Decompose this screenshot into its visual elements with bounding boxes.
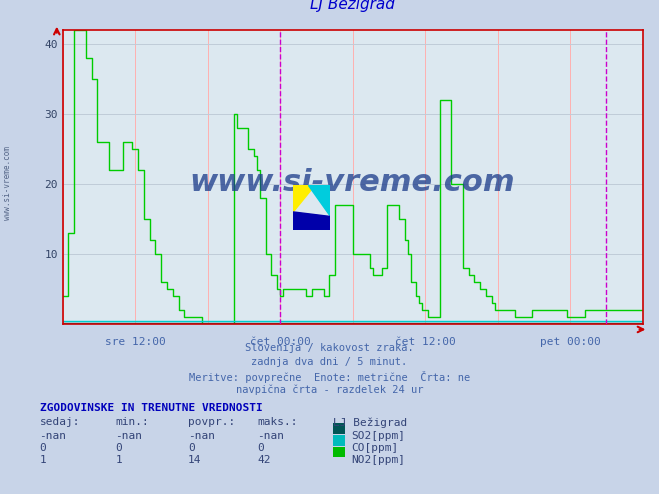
Text: Slovenija / kakovost zraka.: Slovenija / kakovost zraka. — [245, 343, 414, 353]
Text: 1: 1 — [115, 455, 122, 465]
Text: Meritve: povprečne  Enote: metrične  Črta: ne: Meritve: povprečne Enote: metrične Črta:… — [189, 371, 470, 383]
Text: -nan: -nan — [257, 431, 284, 441]
Text: LJ Bežigrad: LJ Bežigrad — [310, 0, 395, 12]
Text: sre 12:00: sre 12:00 — [105, 337, 165, 347]
Text: www.si-vreme.com: www.si-vreme.com — [190, 168, 515, 197]
Text: ZGODOVINSKE IN TRENUTNE VREDNOSTI: ZGODOVINSKE IN TRENUTNE VREDNOSTI — [40, 403, 262, 412]
Text: -nan: -nan — [115, 431, 142, 441]
Text: zadnja dva dni / 5 minut.: zadnja dva dni / 5 minut. — [251, 357, 408, 367]
Text: maks.:: maks.: — [257, 417, 297, 427]
Text: -nan: -nan — [188, 431, 215, 441]
Text: SO2[ppm]: SO2[ppm] — [351, 431, 405, 441]
Polygon shape — [293, 185, 315, 212]
Polygon shape — [293, 212, 330, 230]
Text: 42: 42 — [257, 455, 270, 465]
Text: 0: 0 — [188, 443, 194, 453]
Text: 0: 0 — [257, 443, 264, 453]
Text: povpr.:: povpr.: — [188, 417, 235, 427]
Text: www.si-vreme.com: www.si-vreme.com — [3, 146, 13, 220]
Text: čet 00:00: čet 00:00 — [250, 337, 310, 347]
Text: LJ Bežigrad: LJ Bežigrad — [333, 417, 407, 428]
Text: NO2[ppm]: NO2[ppm] — [351, 455, 405, 465]
Text: min.:: min.: — [115, 417, 149, 427]
Text: 0: 0 — [115, 443, 122, 453]
Text: CO[ppm]: CO[ppm] — [351, 443, 399, 453]
Text: 0: 0 — [40, 443, 46, 453]
Text: navpična črta - razdelek 24 ur: navpična črta - razdelek 24 ur — [236, 385, 423, 395]
Text: pet 00:00: pet 00:00 — [540, 337, 600, 347]
Polygon shape — [308, 185, 330, 216]
Text: sedaj:: sedaj: — [40, 417, 80, 427]
Text: čet 12:00: čet 12:00 — [395, 337, 455, 347]
Text: 1: 1 — [40, 455, 46, 465]
Text: 14: 14 — [188, 455, 201, 465]
Text: -nan: -nan — [40, 431, 67, 441]
